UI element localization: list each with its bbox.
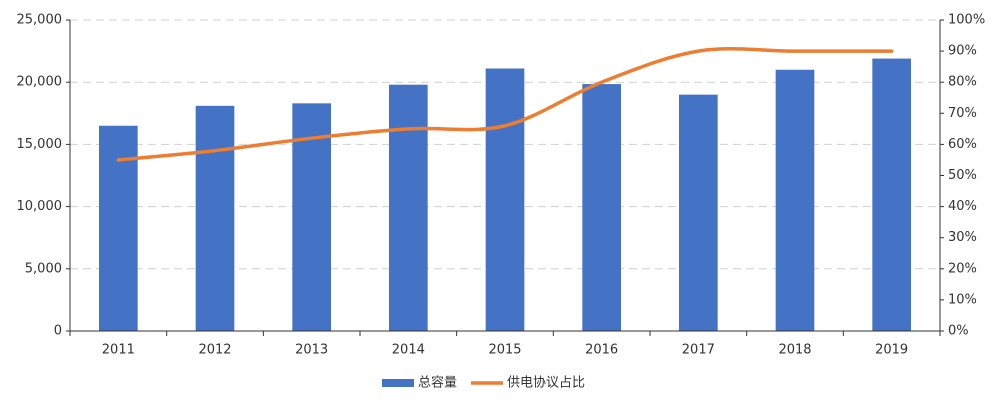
y2-tick-label: 0% — [948, 324, 969, 339]
y2-tick-label: 10% — [948, 292, 977, 307]
y2-tick-label: 20% — [948, 261, 977, 276]
y-tick-label: 25,000 — [17, 13, 63, 28]
y2-tick-label: 40% — [948, 199, 977, 214]
x-tick-label: 2014 — [392, 343, 425, 358]
legend-label: 供电协议占比 — [507, 376, 585, 391]
bar — [775, 69, 815, 331]
y-tick-label: 20,000 — [17, 75, 63, 90]
y2-tick-label: 50% — [948, 168, 977, 183]
legend-label: 总容量 — [418, 375, 457, 391]
x-tick-label: 2011 — [102, 343, 135, 358]
bar — [679, 94, 718, 331]
y-tick-label: 10,000 — [17, 199, 63, 214]
y-tick-label: 15,000 — [17, 137, 63, 152]
y2-tick-label: 100% — [948, 13, 985, 28]
y2-tick-label: 30% — [948, 230, 977, 245]
x-tick-label: 2013 — [295, 343, 328, 358]
bar — [195, 105, 235, 331]
y2-tick-label: 90% — [948, 44, 977, 59]
x-tick-label: 2012 — [198, 343, 231, 358]
bar — [389, 84, 428, 331]
y2-tick-label: 70% — [948, 106, 977, 121]
y2-tick-label: 60% — [948, 137, 977, 152]
y-tick-label: 5,000 — [25, 261, 62, 276]
bar — [99, 125, 138, 332]
bar — [485, 68, 525, 332]
x-tick-label: 2018 — [778, 343, 811, 358]
legend-swatch — [382, 379, 414, 387]
y-tick-label: 0 — [54, 324, 62, 339]
y2-tick-label: 80% — [948, 75, 977, 90]
x-tick-label: 2019 — [875, 343, 908, 358]
x-tick-label: 2016 — [585, 343, 618, 358]
line — [116, 47, 894, 162]
x-tick-label: 2015 — [488, 343, 521, 358]
x-tick-label: 2017 — [682, 343, 715, 358]
bar — [582, 84, 621, 331]
bar — [872, 58, 911, 332]
